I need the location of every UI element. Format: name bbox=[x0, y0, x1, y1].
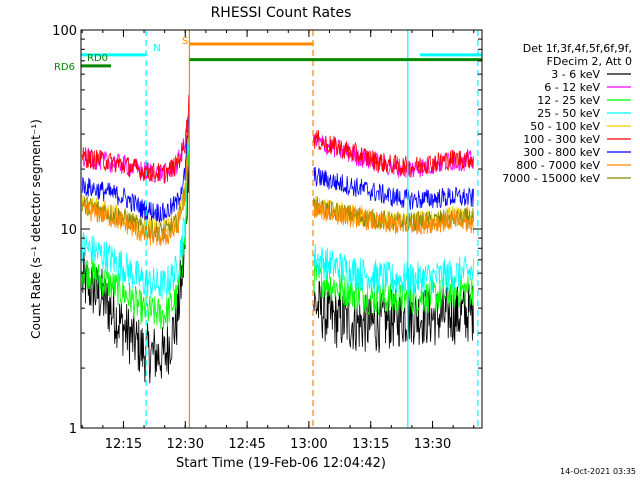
legend-label-9: 7000 - 15000 keV bbox=[502, 172, 600, 185]
legend-label-1: 3 - 6 keV bbox=[551, 68, 600, 81]
series-line-6-part-2 bbox=[313, 130, 474, 178]
y-tick-label-2: 10 bbox=[60, 223, 77, 238]
series-line-7-part-1 bbox=[81, 108, 190, 223]
series-line-6-part-1 bbox=[81, 94, 190, 184]
series-line-7-part-2 bbox=[313, 166, 474, 211]
x-tick-label-1: 12:15 bbox=[105, 437, 142, 452]
series-line-8-part-1 bbox=[81, 114, 190, 246]
x-tick-label-2: 12:30 bbox=[167, 437, 204, 452]
legend: Det 1f,3f,4f,5f,6f,9f, FDecim 2, Att 0 3… bbox=[502, 42, 632, 185]
legend-label-6: 100 - 300 keV bbox=[523, 133, 600, 146]
flag-label-rd0: RD0 bbox=[87, 53, 108, 64]
series-line-4-part-1 bbox=[81, 133, 190, 300]
data-layer bbox=[81, 94, 474, 384]
legend-label-7: 300 - 800 keV bbox=[523, 146, 600, 159]
flag-layer: N S RD0 RD6 bbox=[54, 36, 482, 73]
x-tick-label-6: 13:30 bbox=[414, 437, 451, 452]
legend-label-3: 12 - 25 keV bbox=[537, 94, 600, 107]
series-line-3-part-1 bbox=[81, 126, 190, 330]
y-tick-label-1: 1 bbox=[69, 422, 77, 437]
x-tick-label-5: 13:15 bbox=[352, 437, 389, 452]
axis-layer: 12:15 12:30 12:45 13:00 13:15 13:30 1 10 100 bbox=[52, 24, 482, 452]
chart-title: RHESSI Count Rates bbox=[211, 5, 352, 21]
x-tick-label-3: 12:45 bbox=[228, 437, 265, 452]
series-line-8-part-2 bbox=[313, 199, 474, 236]
series-line-1-part-2 bbox=[313, 280, 474, 353]
series-line-4-part-2 bbox=[313, 243, 474, 296]
flag-label-n: N bbox=[153, 43, 160, 54]
x-tick-label-4: 13:00 bbox=[290, 437, 327, 452]
flag-label-s: S bbox=[182, 36, 188, 47]
legend-label-2: 6 - 12 keV bbox=[544, 81, 600, 94]
legend-label-8: 800 - 7000 keV bbox=[516, 159, 600, 172]
x-axis-label: Start Time (19-Feb-06 12:04:42) bbox=[176, 456, 386, 471]
legend-header-line-1: Det 1f,3f,4f,5f,6f,9f, bbox=[523, 42, 632, 55]
y-tick-label-3: 100 bbox=[52, 24, 77, 39]
legend-label-5: 50 - 100 keV bbox=[530, 120, 600, 133]
marker-layer bbox=[145, 30, 479, 428]
legend-header-line-2: FDecim 2, Att 0 bbox=[547, 55, 632, 68]
flag-label-rd6: RD6 bbox=[54, 62, 75, 73]
y-axis-label: Count Rate (s⁻¹ detector segment⁻¹) bbox=[29, 119, 43, 339]
series-line-1-part-1 bbox=[81, 134, 190, 384]
series-line-3-part-2 bbox=[313, 260, 474, 316]
timestamp: 14-Oct-2021 03:35 bbox=[560, 467, 636, 476]
legend-label-4: 25 - 50 keV bbox=[537, 107, 600, 120]
